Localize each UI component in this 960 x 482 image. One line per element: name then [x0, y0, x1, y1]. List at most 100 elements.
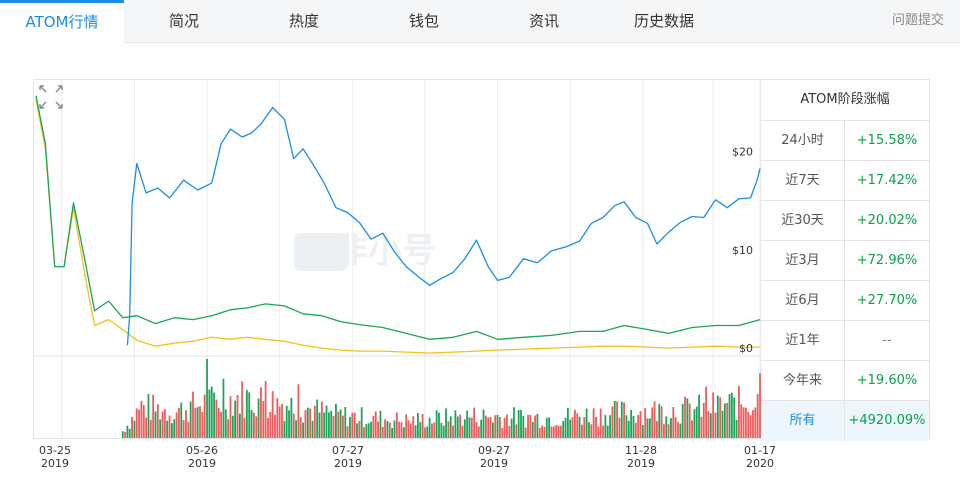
volume-bar — [147, 393, 150, 438]
volume-bar — [381, 427, 384, 438]
volume-bar — [222, 378, 225, 438]
volume-bar — [417, 412, 419, 438]
volume-bar — [229, 396, 232, 438]
performance-row-value: +17.42% — [856, 173, 918, 188]
performance-row-value: +72.96% — [856, 253, 918, 268]
volume-bar — [529, 414, 532, 438]
performance-row-label: 所有 — [761, 401, 845, 441]
feedback-link[interactable]: 问题提交 — [891, 13, 944, 28]
volume-bar — [393, 420, 396, 438]
volume-bar — [656, 421, 658, 438]
volume-bar — [702, 402, 705, 438]
volume-bar — [592, 408, 595, 438]
volume-bar — [388, 422, 391, 438]
expand-icon[interactable] — [39, 85, 63, 109]
volume-bar — [391, 427, 394, 438]
volume-bar — [477, 426, 480, 438]
volume-bar — [627, 420, 630, 438]
volume-bar — [358, 420, 361, 438]
volume-bar — [145, 417, 148, 438]
volume-bar — [508, 425, 511, 438]
volume-bar — [180, 402, 183, 438]
volume-bar — [421, 414, 424, 438]
tab-atom-market[interactable]: ATOM行情 — [0, 0, 124, 43]
volume-bar — [576, 413, 579, 438]
volume-bar — [714, 412, 717, 438]
x-tick-day: 03-25 — [39, 444, 71, 457]
tab-popularity[interactable]: 热度 — [288, 12, 319, 30]
tab-wallet[interactable]: 钱包 — [408, 12, 439, 30]
performance-row[interactable]: 今年来 +19.60% — [761, 361, 929, 401]
volume-bar — [168, 415, 171, 438]
volume-bar — [735, 419, 738, 438]
volume-bar — [428, 417, 431, 438]
volume-bar — [156, 404, 159, 438]
volume-bar — [311, 420, 314, 438]
volume-bar — [449, 416, 452, 438]
volume-bar — [135, 408, 138, 438]
volume-bar — [494, 415, 497, 438]
volume-bar — [325, 405, 328, 438]
volume-bar — [431, 423, 433, 438]
volume-bar — [651, 407, 654, 438]
volume-bar — [513, 407, 515, 438]
volume-bar — [433, 422, 436, 438]
performance-row[interactable]: 近3月 +72.96% — [761, 241, 929, 281]
volume-bar — [726, 402, 729, 438]
volume-bar — [452, 425, 454, 438]
volume-bar — [262, 401, 265, 438]
performance-row[interactable]: 近30天 +20.02% — [761, 201, 929, 241]
volume-bar — [466, 410, 469, 438]
volume-bar — [679, 423, 682, 438]
volume-bar — [623, 402, 626, 438]
volume-bar — [210, 386, 213, 438]
performance-table-title: ATOM阶段涨幅 — [761, 80, 929, 121]
watermark-logo — [294, 233, 348, 271]
volume-bar — [719, 397, 722, 438]
volume-bar — [691, 420, 693, 438]
volume-bar — [363, 427, 365, 438]
performance-row[interactable]: 近1年 -- — [761, 321, 929, 361]
volume-bar — [602, 425, 604, 438]
volume-bar — [217, 407, 220, 438]
performance-row[interactable]: 24小时 +15.58% — [761, 121, 929, 161]
volume-bar — [285, 405, 288, 438]
volume-bar — [520, 409, 522, 438]
tab-overview[interactable]: 简况 — [168, 12, 199, 30]
x-tick-year: 2019 — [41, 457, 69, 470]
tab-history[interactable]: 历史数据 — [633, 12, 694, 30]
performance-row-value: -- — [882, 333, 892, 348]
performance-row[interactable]: 近7天 +17.42% — [761, 161, 929, 201]
performance-row[interactable]: 近6月 +27.70% — [761, 281, 929, 321]
volume-bar — [550, 426, 553, 438]
volume-bar — [149, 419, 152, 438]
volume-bar — [203, 394, 206, 438]
volume-bar — [482, 409, 485, 438]
y-tick-label: $20 — [732, 146, 753, 159]
performance-row[interactable]: 所有 +4920.09% — [761, 401, 929, 441]
volume-bar — [538, 427, 541, 438]
volume-bar — [728, 394, 731, 438]
volume-bar — [370, 421, 372, 438]
tab-news[interactable]: 资讯 — [528, 12, 559, 30]
volume-bar — [313, 405, 316, 438]
volume-bar — [665, 416, 668, 438]
volume-bar — [639, 411, 642, 438]
volume-bar — [201, 412, 204, 438]
volume-bar — [653, 401, 656, 438]
volume-bar — [686, 398, 689, 438]
volume-bar — [754, 407, 757, 438]
volume-bar — [569, 419, 572, 438]
volume-bar — [712, 392, 715, 438]
volume-bar — [161, 411, 164, 438]
volume-bar — [688, 403, 691, 438]
volume-bar — [681, 403, 684, 438]
volume-bar — [126, 425, 129, 438]
volume-bar — [327, 412, 330, 438]
volume-bar — [663, 424, 665, 438]
volume-bar — [548, 417, 551, 438]
volume-bar — [566, 408, 569, 438]
volume-bar — [752, 410, 754, 438]
performance-row-label: 24小时 — [761, 121, 845, 160]
volume-bar — [360, 407, 363, 438]
